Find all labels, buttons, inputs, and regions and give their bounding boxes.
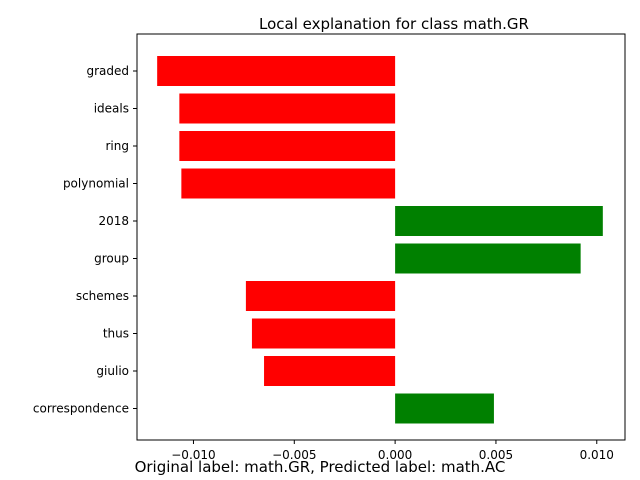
caption: Original label: math.GR, Predicted label… [134,458,506,476]
y-tick-label-graded: graded [86,64,129,78]
plot-area-frame [136,33,626,441]
y-tick-label-2018: 2018 [98,214,129,228]
y-tick-label-ring: ring [106,139,130,153]
y-tick-label-giulio: giulio [96,364,129,378]
bar-graded [157,56,396,86]
y-tick-labels: graded ideals ring polynomial 2018 group schem… [33,64,137,416]
bar-schemes [245,281,396,311]
bar-polynomial [181,168,396,199]
y-tick-label-polynomial: polynomial [63,177,129,191]
bars [157,56,603,424]
x-tick-label: 0.000 [378,448,412,462]
bar-thus [251,318,396,349]
x-ticks: −0.010 −0.005 0.000 0.005 0.010 [171,440,614,462]
y-tick-label-group: group [94,252,129,266]
x-tick-label: −0.010 [171,448,215,462]
bar-ring [179,131,396,161]
bar-giulio [264,356,396,386]
bar-correspondence [395,393,494,424]
x-tick-label: 0.005 [479,448,513,462]
y-tick-label-correspondence: correspondence [33,402,129,416]
bar-2018 [395,206,603,236]
bar-ideals [179,93,396,124]
chart-title: Local explanation for class math.GR [259,15,529,33]
x-tick-label: 0.010 [580,448,614,462]
x-tick-label: −0.005 [272,448,316,462]
y-tick-label-ideals: ideals [94,102,129,116]
y-tick-label-schemes: schemes [76,289,129,303]
bar-group [395,243,581,274]
y-tick-label-thus: thus [103,327,129,341]
